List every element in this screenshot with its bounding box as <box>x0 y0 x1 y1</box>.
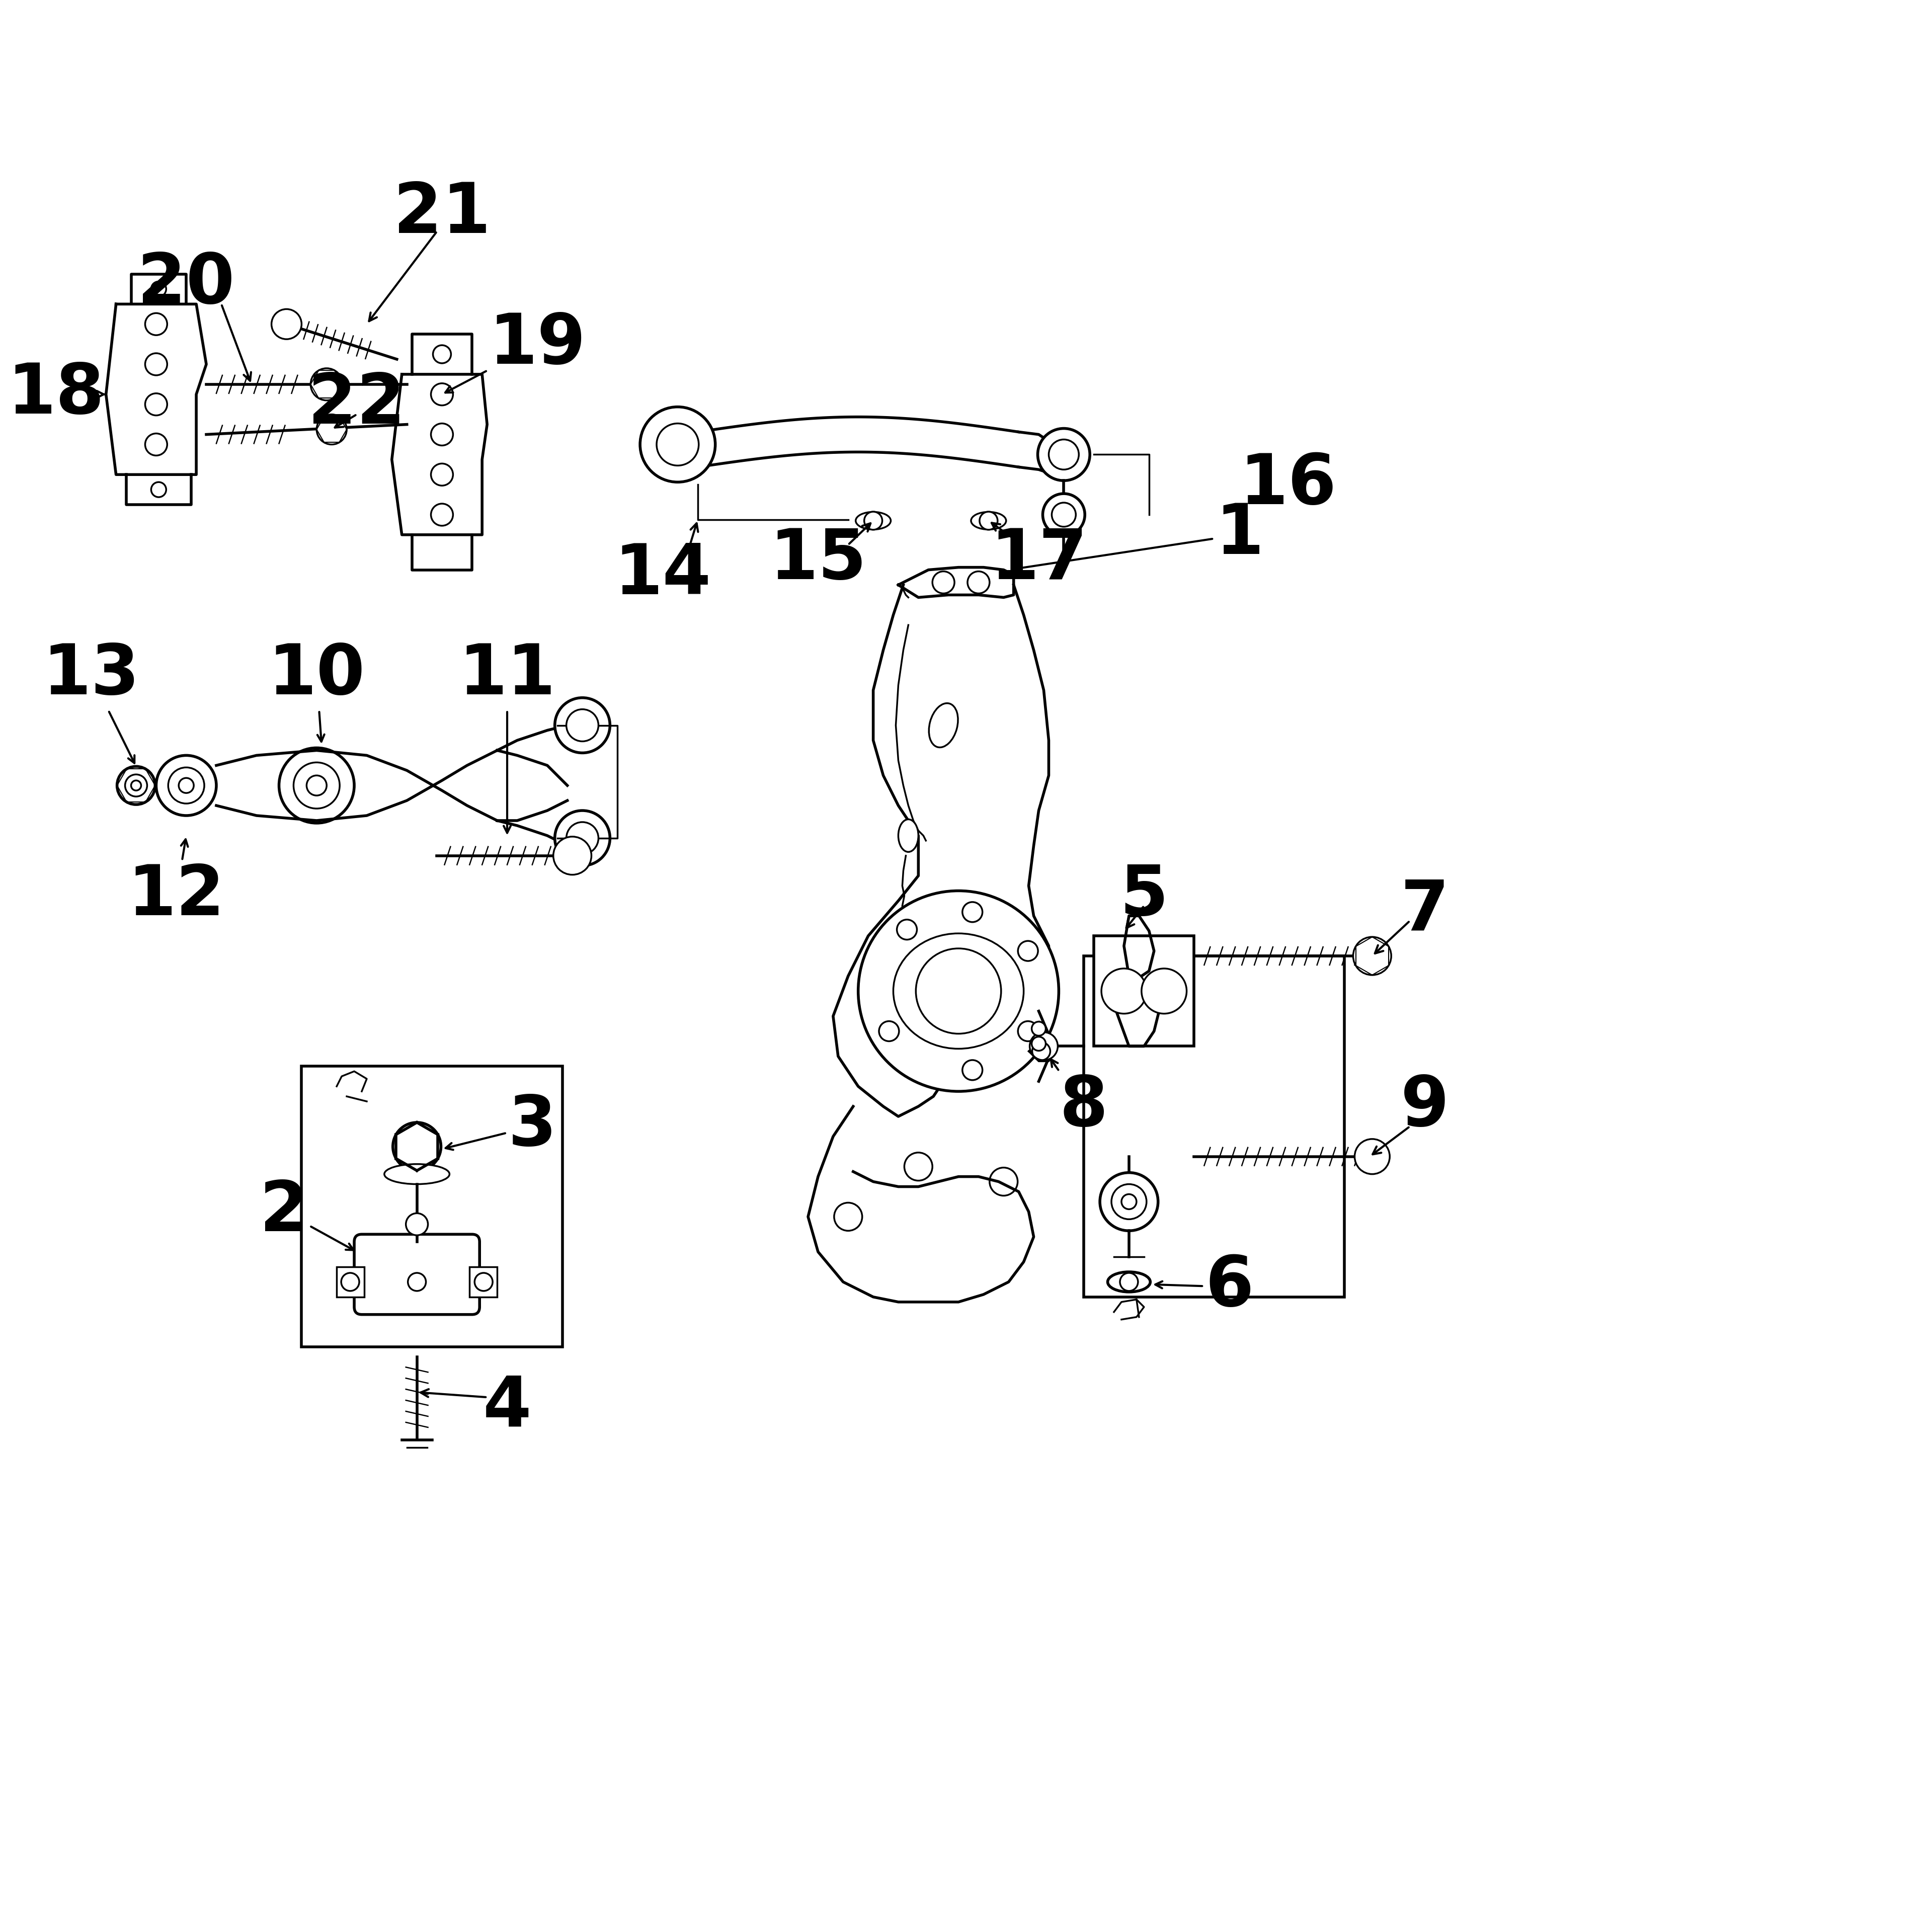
Text: 6: 6 <box>1155 1254 1254 1321</box>
Text: 2: 2 <box>259 1179 354 1250</box>
Circle shape <box>864 512 883 529</box>
Text: 15: 15 <box>769 526 867 593</box>
Text: 9: 9 <box>1401 1072 1449 1140</box>
Circle shape <box>1352 937 1391 976</box>
Polygon shape <box>106 303 207 475</box>
Circle shape <box>392 1122 440 1171</box>
Text: 19: 19 <box>444 311 585 392</box>
Ellipse shape <box>384 1165 450 1184</box>
Ellipse shape <box>893 933 1024 1049</box>
Circle shape <box>1030 1032 1057 1061</box>
Circle shape <box>1043 495 1086 535</box>
Polygon shape <box>808 1107 1034 1302</box>
Circle shape <box>1121 1194 1136 1209</box>
Bar <box>301 1066 562 1347</box>
Circle shape <box>566 709 599 742</box>
Circle shape <box>1099 1173 1157 1231</box>
Polygon shape <box>833 585 1049 1117</box>
Bar <box>469 1267 497 1296</box>
Circle shape <box>1121 1273 1138 1291</box>
Text: 8: 8 <box>1051 1059 1109 1140</box>
Bar <box>336 1267 365 1296</box>
Text: 18: 18 <box>8 361 106 429</box>
Circle shape <box>553 837 591 875</box>
Text: 17: 17 <box>991 526 1088 593</box>
Circle shape <box>639 408 715 483</box>
Text: 16: 16 <box>1238 450 1337 518</box>
Circle shape <box>317 413 346 444</box>
Ellipse shape <box>856 512 891 529</box>
Text: 11: 11 <box>458 641 556 833</box>
Circle shape <box>657 423 699 466</box>
Circle shape <box>554 811 611 866</box>
Circle shape <box>156 755 216 815</box>
Circle shape <box>118 767 155 804</box>
Polygon shape <box>1109 916 1159 1047</box>
Text: 5: 5 <box>1121 862 1169 929</box>
Text: 4: 4 <box>483 1374 531 1441</box>
Bar <box>1094 935 1194 1047</box>
Text: 22: 22 <box>307 371 406 439</box>
Ellipse shape <box>898 819 918 852</box>
Circle shape <box>294 763 340 810</box>
Circle shape <box>566 823 599 854</box>
Circle shape <box>168 767 205 804</box>
Circle shape <box>131 781 141 790</box>
Polygon shape <box>1018 433 1059 475</box>
Circle shape <box>272 309 301 340</box>
Circle shape <box>1111 1184 1146 1219</box>
Text: 3: 3 <box>446 1092 556 1161</box>
Circle shape <box>180 779 193 792</box>
Polygon shape <box>898 568 1014 597</box>
Text: 10: 10 <box>269 641 365 742</box>
Circle shape <box>1032 1022 1045 1036</box>
Polygon shape <box>216 750 497 821</box>
Polygon shape <box>1028 1041 1053 1061</box>
Circle shape <box>1049 439 1078 469</box>
Text: 21: 21 <box>394 180 491 247</box>
Ellipse shape <box>1107 1271 1150 1293</box>
Circle shape <box>406 1213 427 1235</box>
Circle shape <box>858 891 1059 1092</box>
Circle shape <box>1032 1037 1045 1051</box>
Text: 14: 14 <box>614 541 711 609</box>
Circle shape <box>278 748 354 823</box>
Text: 12: 12 <box>128 838 224 929</box>
Circle shape <box>307 775 327 796</box>
Ellipse shape <box>972 512 1007 529</box>
Circle shape <box>980 512 997 529</box>
FancyBboxPatch shape <box>354 1235 479 1314</box>
Text: 1: 1 <box>1012 500 1264 572</box>
Text: 20: 20 <box>137 249 236 319</box>
Text: 13: 13 <box>43 641 139 763</box>
Polygon shape <box>392 375 487 535</box>
Circle shape <box>126 775 147 796</box>
Circle shape <box>916 949 1001 1034</box>
Circle shape <box>1354 1140 1389 1175</box>
Circle shape <box>1101 968 1146 1014</box>
Ellipse shape <box>929 703 958 748</box>
Circle shape <box>311 369 342 400</box>
Circle shape <box>1037 429 1090 481</box>
Text: 7: 7 <box>1401 877 1449 945</box>
Circle shape <box>554 697 611 753</box>
Bar <box>1084 956 1345 1296</box>
Circle shape <box>1142 968 1186 1014</box>
Circle shape <box>1051 502 1076 527</box>
